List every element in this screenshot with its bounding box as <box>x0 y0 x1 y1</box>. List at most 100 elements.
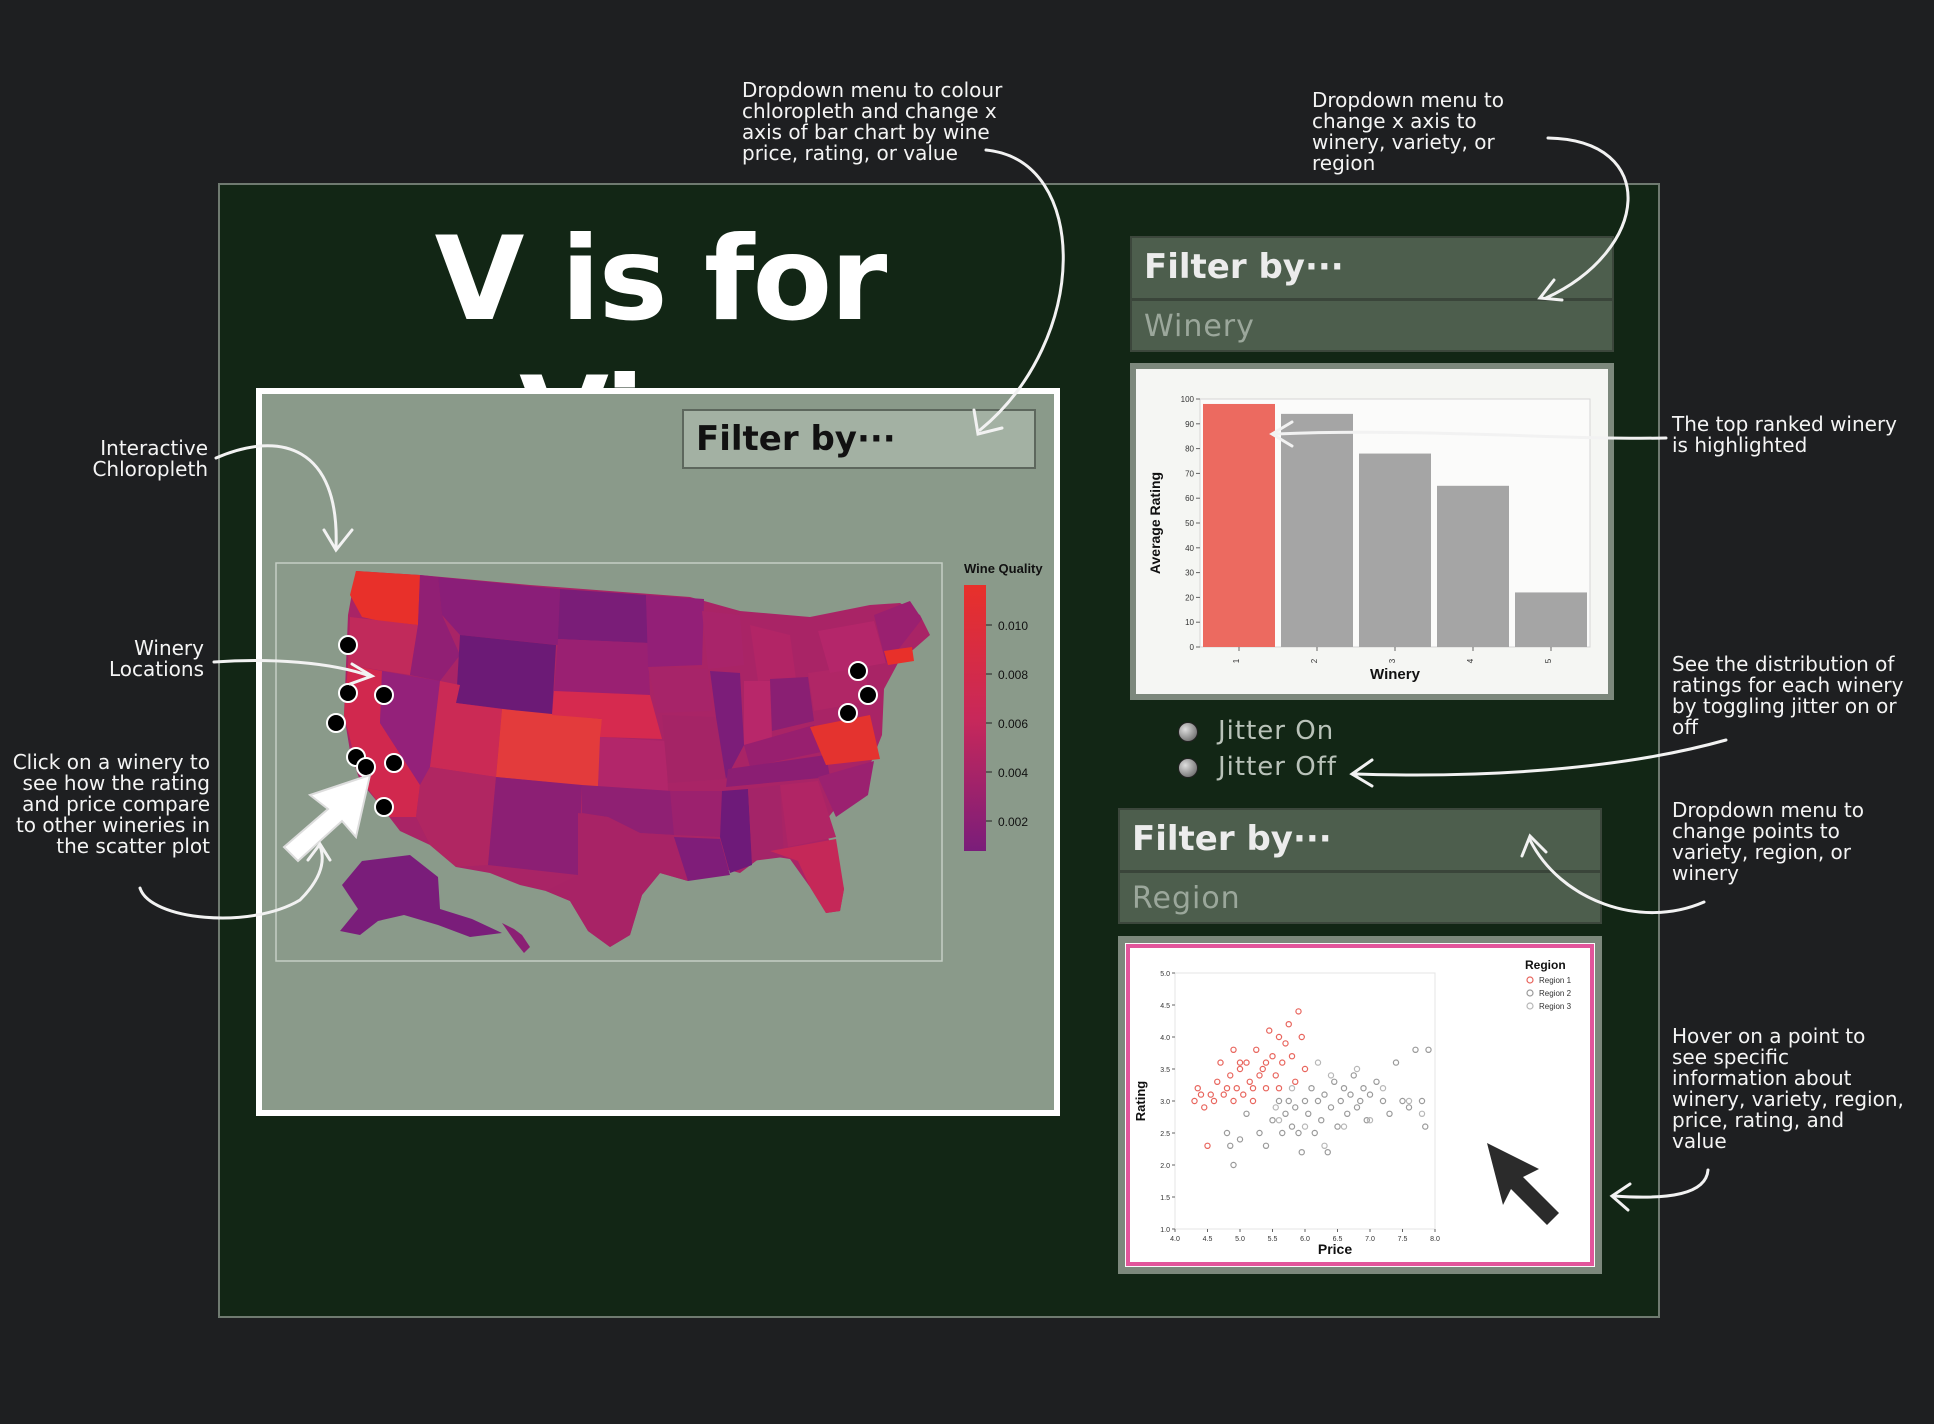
us-chloropleth-map[interactable]: Wine Quality 0.010 0.008 0.006 0.004 0.002 <box>270 555 1060 965</box>
map-state-alabama[interactable] <box>748 785 784 861</box>
scatter-point[interactable] <box>1269 1116 1276 1124</box>
map-state-carolinas[interactable] <box>818 761 874 817</box>
scatter-point[interactable] <box>1282 1110 1289 1117</box>
map-state-colorado[interactable] <box>496 709 602 787</box>
scatter-point[interactable] <box>1262 1059 1270 1066</box>
scatter-point[interactable] <box>1275 1084 1283 1092</box>
scatter-point[interactable] <box>1405 1097 1413 1105</box>
scatter-point[interactable] <box>1285 1097 1292 1105</box>
map-state-georgia[interactable] <box>780 781 836 847</box>
bar-chart[interactable]: 0 10 20 30 40 50 60 70 80 90 100 1 2 3 4 5 Winery Average… <box>1136 369 1608 694</box>
scatter-point[interactable] <box>1220 1091 1227 1098</box>
scatter-point[interactable] <box>1194 1084 1201 1092</box>
scatter-point[interactable] <box>1246 1078 1253 1085</box>
scatter-point[interactable] <box>1279 1129 1286 1137</box>
jitter-off-radio[interactable]: Jitter Off <box>1178 752 1337 782</box>
scatter-point[interactable] <box>1275 1033 1283 1041</box>
scatter-point[interactable] <box>1347 1091 1354 1098</box>
map-state-arizona[interactable] <box>416 767 496 867</box>
winery-marker[interactable] <box>338 635 358 655</box>
map-state-ohio[interactable] <box>770 677 814 731</box>
scatter-point[interactable] <box>1288 1123 1296 1130</box>
map-state-nevada[interactable] <box>380 671 440 785</box>
scatter-point[interactable] <box>1266 1027 1273 1034</box>
scatter-point[interactable] <box>1288 1084 1296 1092</box>
map-state-indiana[interactable] <box>744 681 772 745</box>
scatter-point[interactable] <box>1321 1142 1328 1149</box>
scatter-point[interactable] <box>1275 1116 1283 1124</box>
scatter-point[interactable] <box>1253 1046 1260 1054</box>
scatter-point[interactable] <box>1210 1097 1218 1105</box>
winery-marker[interactable] <box>838 703 858 723</box>
scatter-point[interactable] <box>1243 1059 1250 1066</box>
scatter-point[interactable] <box>1301 1097 1309 1105</box>
scatter-point[interactable] <box>1236 1136 1244 1143</box>
scatter-point[interactable] <box>1256 1072 1263 1079</box>
scatter-point[interactable] <box>1288 1052 1296 1060</box>
bar[interactable] <box>1281 413 1353 647</box>
scatter-point[interactable] <box>1418 1097 1426 1105</box>
map-state-virginia[interactable] <box>810 715 880 765</box>
bar[interactable] <box>1359 453 1431 647</box>
scatter-point[interactable] <box>1301 1123 1309 1130</box>
map-state-idaho[interactable] <box>410 575 460 681</box>
scatter-point[interactable] <box>1236 1065 1244 1073</box>
scatter-point[interactable] <box>1311 1129 1318 1137</box>
map-state-illinois[interactable] <box>710 671 744 779</box>
scatter-point[interactable] <box>1223 1129 1231 1137</box>
bar[interactable] <box>1203 403 1275 647</box>
scatter-point[interactable] <box>1373 1078 1380 1085</box>
map-state-arkansas[interactable] <box>670 791 722 837</box>
scatter-filter-dropdown[interactable]: Filter by··· Region <box>1118 808 1602 924</box>
map-state-florida[interactable] <box>770 839 844 913</box>
scatter-point[interactable] <box>1363 1116 1370 1124</box>
scatter-point[interactable] <box>1418 1110 1426 1117</box>
bar-filter-value[interactable]: Winery <box>1144 309 1255 344</box>
scatter-point[interactable] <box>1262 1084 1270 1092</box>
map-state-nebraska[interactable] <box>552 691 662 739</box>
scatter-point[interactable] <box>1405 1104 1413 1111</box>
scatter-point[interactable] <box>1240 1091 1247 1098</box>
scatter-point[interactable] <box>1386 1110 1393 1117</box>
scatter-point[interactable] <box>1425 1046 1432 1054</box>
scatter-point[interactable] <box>1298 1033 1305 1041</box>
scatter-point[interactable] <box>1207 1091 1214 1098</box>
map-state-tennessee[interactable] <box>726 755 830 787</box>
bar-filter-dropdown[interactable]: Filter by··· Winery <box>1130 236 1614 352</box>
scatter-point[interactable] <box>1331 1078 1338 1085</box>
map-state-alaska[interactable] <box>340 855 502 937</box>
scatter-point[interactable] <box>1249 1097 1257 1105</box>
scatter-point[interactable] <box>1279 1059 1286 1066</box>
scatter-point[interactable] <box>1379 1084 1387 1092</box>
winery-marker[interactable] <box>374 797 394 817</box>
scatter-plot[interactable]: 1.0 1.5 2.0 2.5 3.0 3.5 4.0 4.5 5.0 4.0 4.5 5.0 5.5 6… <box>1125 943 1595 1267</box>
winery-marker[interactable] <box>858 685 878 705</box>
scatter-point[interactable] <box>1399 1097 1406 1105</box>
map-state-new-mexico[interactable] <box>488 777 582 875</box>
map-state-new-york[interactable] <box>818 621 886 673</box>
scatter-filter-value[interactable]: Region <box>1132 881 1241 916</box>
scatter-point[interactable] <box>1191 1097 1198 1105</box>
map-state-kansas[interactable] <box>598 737 668 791</box>
scatter-point[interactable] <box>1360 1084 1367 1092</box>
scatter-point[interactable] <box>1334 1123 1341 1130</box>
scatter-point[interactable] <box>1412 1046 1419 1054</box>
scatter-point[interactable] <box>1340 1123 1348 1130</box>
scatter-point[interactable] <box>1357 1097 1364 1105</box>
scatter-point[interactable] <box>1275 1097 1283 1105</box>
map-state-montana[interactable] <box>438 577 560 645</box>
scatter-point[interactable] <box>1249 1084 1257 1092</box>
winery-marker[interactable] <box>326 713 346 733</box>
scatter-point[interactable] <box>1353 1104 1361 1111</box>
scatter-point[interactable] <box>1243 1110 1250 1117</box>
scatter-point[interactable] <box>1324 1148 1331 1156</box>
map-state-utah[interactable] <box>430 681 502 777</box>
scatter-point[interactable] <box>1353 1065 1361 1073</box>
scatter-point[interactable] <box>1366 1091 1374 1098</box>
scatter-point[interactable] <box>1422 1123 1429 1130</box>
winery-markers[interactable] <box>326 635 878 817</box>
scatter-point[interactable] <box>1282 1040 1289 1047</box>
scatter-point[interactable] <box>1298 1148 1305 1156</box>
scatter-point[interactable] <box>1340 1084 1348 1092</box>
scatter-point[interactable] <box>1227 1142 1234 1149</box>
